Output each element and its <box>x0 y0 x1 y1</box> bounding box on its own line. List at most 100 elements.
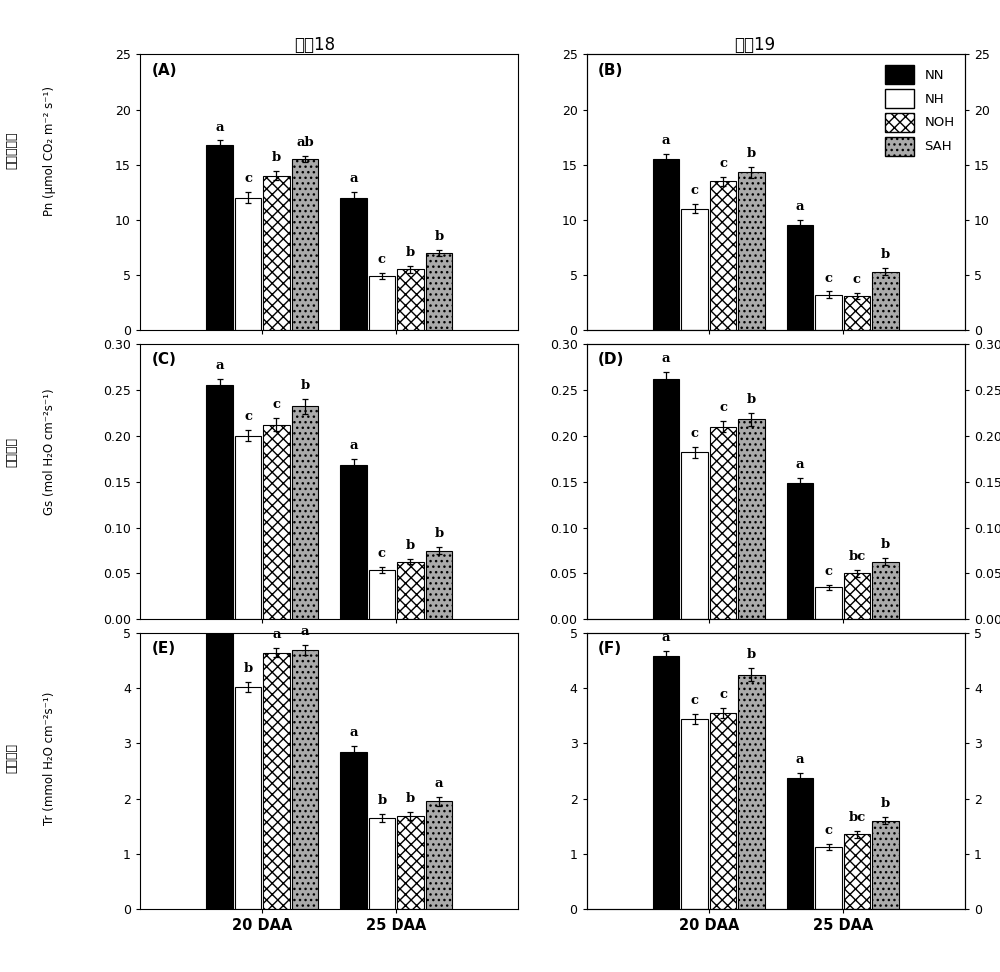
Text: (C): (C) <box>151 352 176 367</box>
Text: c: c <box>272 399 280 411</box>
Text: Pn (μmol CO₂ m⁻² s⁻¹): Pn (μmol CO₂ m⁻² s⁻¹) <box>44 86 56 216</box>
Bar <box>787 483 813 619</box>
Text: 净光合速率: 净光合速率 <box>5 132 18 169</box>
Bar <box>292 406 318 619</box>
Bar <box>206 145 233 330</box>
Bar <box>681 209 708 330</box>
Bar <box>369 276 395 330</box>
Text: a: a <box>796 200 804 213</box>
Bar <box>235 197 261 330</box>
Bar <box>340 751 367 909</box>
Bar <box>681 718 708 909</box>
Text: (B): (B) <box>598 63 623 78</box>
Text: a: a <box>215 607 224 620</box>
Text: c: c <box>719 156 727 170</box>
Text: a: a <box>796 458 804 471</box>
Text: c: c <box>691 185 699 197</box>
Bar <box>738 172 765 330</box>
Bar <box>206 385 233 619</box>
Text: c: c <box>244 172 252 186</box>
Text: a: a <box>662 631 670 644</box>
Bar <box>653 159 679 330</box>
Bar <box>263 425 290 619</box>
Text: (A): (A) <box>151 63 177 78</box>
Bar <box>397 562 424 619</box>
Text: c: c <box>244 410 252 423</box>
Bar <box>263 652 290 909</box>
Legend: NN, NH, NOH, SAH: NN, NH, NOH, SAH <box>881 61 958 159</box>
Bar <box>844 295 870 330</box>
Text: (F): (F) <box>598 642 622 656</box>
Text: b: b <box>881 249 890 261</box>
Bar <box>426 801 452 909</box>
Text: Tr (mmol H₂O cm⁻²s⁻¹): Tr (mmol H₂O cm⁻²s⁻¹) <box>44 691 57 825</box>
Text: c: c <box>719 401 727 414</box>
Text: b: b <box>243 662 253 676</box>
Text: 扬麢18: 扬麢18 <box>294 36 336 54</box>
Text: c: c <box>378 253 386 265</box>
Text: c: c <box>825 271 833 285</box>
Text: a: a <box>349 172 358 186</box>
Bar <box>710 713 736 909</box>
Bar <box>292 159 318 330</box>
Bar <box>787 226 813 330</box>
Text: ab: ab <box>296 136 314 149</box>
Bar <box>206 632 233 909</box>
Text: c: c <box>378 547 386 560</box>
Bar <box>369 817 395 909</box>
Text: a: a <box>215 359 224 372</box>
Text: a: a <box>301 625 309 638</box>
Bar <box>397 816 424 909</box>
Bar <box>263 176 290 330</box>
Bar <box>815 587 842 619</box>
Bar <box>738 419 765 619</box>
Bar <box>235 435 261 619</box>
Text: b: b <box>881 538 890 551</box>
Text: 蕃腾速率: 蕃腾速率 <box>5 744 18 773</box>
Bar <box>872 562 899 619</box>
Bar <box>369 570 395 619</box>
Text: b: b <box>406 538 415 552</box>
Text: b: b <box>300 379 310 392</box>
Bar <box>340 197 367 330</box>
Text: (E): (E) <box>151 642 175 656</box>
Bar <box>681 452 708 619</box>
Text: b: b <box>377 794 387 807</box>
Text: a: a <box>796 753 804 766</box>
Text: b: b <box>406 246 415 260</box>
Text: b: b <box>747 393 756 406</box>
Bar <box>292 649 318 909</box>
Bar <box>844 834 870 909</box>
Bar <box>653 656 679 909</box>
Text: b: b <box>434 229 444 243</box>
Text: b: b <box>747 147 756 160</box>
Bar <box>397 269 424 330</box>
Text: c: c <box>691 427 699 439</box>
Text: c: c <box>691 694 699 707</box>
Bar <box>815 295 842 330</box>
Text: bc: bc <box>848 550 866 563</box>
Text: b: b <box>406 792 415 806</box>
Text: a: a <box>662 353 670 365</box>
Text: b: b <box>747 648 756 661</box>
Text: c: c <box>719 688 727 701</box>
Text: c: c <box>853 273 861 286</box>
Bar <box>710 181 736 330</box>
Text: a: a <box>662 134 670 147</box>
Text: a: a <box>272 628 281 641</box>
Bar <box>815 847 842 909</box>
Text: c: c <box>825 824 833 837</box>
Text: 烟冓19: 烟冓19 <box>734 36 776 54</box>
Text: a: a <box>435 777 443 790</box>
Text: b: b <box>434 527 444 540</box>
Text: (D): (D) <box>598 352 624 367</box>
Text: bc: bc <box>848 812 866 824</box>
Bar <box>787 778 813 909</box>
Bar <box>872 271 899 330</box>
Text: c: c <box>825 565 833 577</box>
Bar <box>738 675 765 909</box>
Bar <box>844 573 870 619</box>
Text: b: b <box>881 797 890 810</box>
Bar <box>872 820 899 909</box>
Text: b: b <box>272 152 281 164</box>
